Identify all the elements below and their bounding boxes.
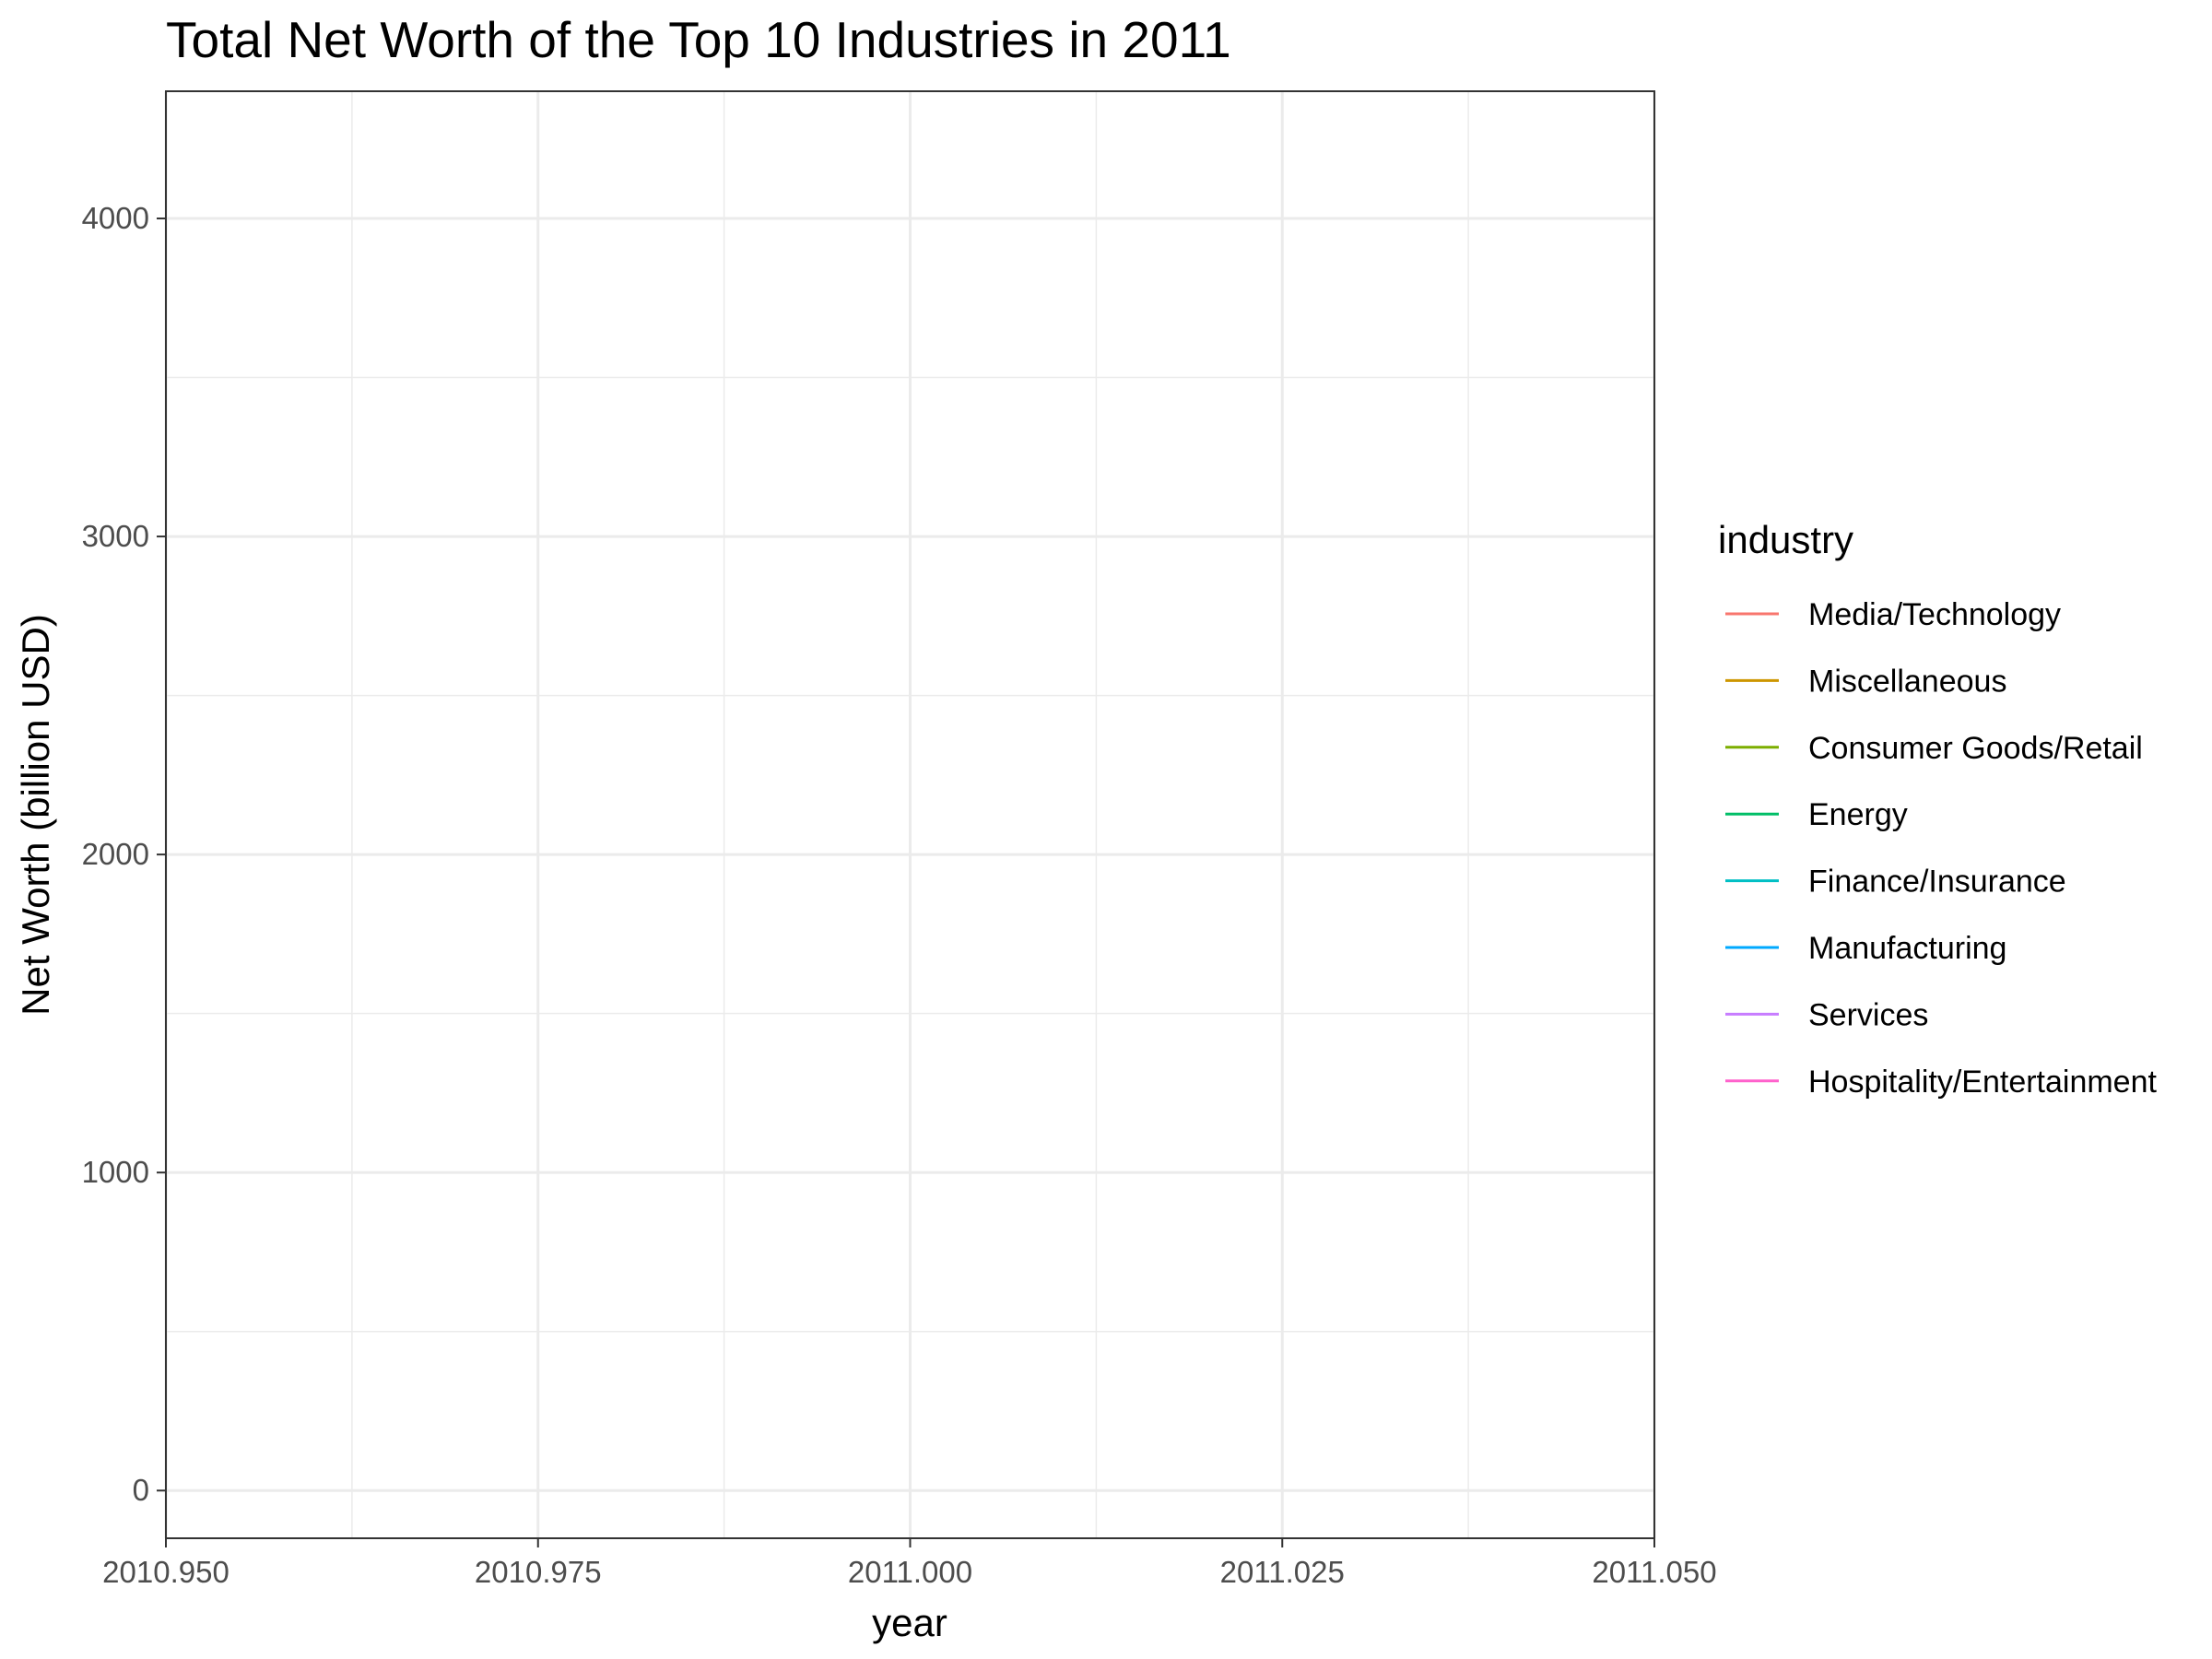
legend-item: Manufacturing	[1725, 931, 2006, 966]
legend-item: Media/Technology	[1725, 597, 2061, 632]
legend-item: Consumer Goods/Retail	[1725, 731, 2143, 766]
legend-label: Finance/Insurance	[1808, 865, 2066, 900]
legend-item: Miscellaneous	[1725, 664, 2006, 699]
legend-items: Media/Technology Miscellaneous Consumer Go…	[1725, 597, 2158, 1100]
legend-item: Services	[1725, 997, 1928, 1032]
y-tick-label: 3000	[82, 519, 149, 553]
legend: industry Media/Technology Miscellaneous Co…	[1718, 518, 2158, 1100]
x-tick-label: 2010.950	[102, 1555, 229, 1589]
y-axis: 0 1000 2000 3000 4000	[82, 201, 166, 1507]
y-tick-label: 1000	[82, 1155, 149, 1189]
legend-label: Manufacturing	[1808, 931, 2006, 966]
x-axis-title: year	[872, 1601, 947, 1644]
legend-item: Hospitality/Entertainment	[1725, 1065, 2158, 1100]
y-tick-label: 0	[133, 1473, 149, 1507]
legend-label: Services	[1808, 997, 1928, 1032]
chart-title: Total Net Worth of the Top 10 Industries…	[166, 11, 1231, 68]
x-axis: 2010.950 2010.975 2011.000 2011.025 2011.050	[102, 1538, 1717, 1589]
legend-label: Media/Technology	[1808, 597, 2061, 632]
x-tick-label: 2011.000	[848, 1555, 972, 1589]
y-axis-title: Net Worth (billion USD)	[14, 614, 57, 1016]
x-tick-label: 2011.050	[1592, 1555, 1716, 1589]
legend-label: Hospitality/Entertainment	[1808, 1065, 2158, 1100]
x-tick-label: 2011.025	[1220, 1555, 1345, 1589]
y-tick-label: 2000	[82, 837, 149, 871]
legend-label: Miscellaneous	[1808, 664, 2006, 699]
y-tick-label: 4000	[82, 201, 149, 235]
legend-item: Finance/Insurance	[1725, 865, 2066, 900]
legend-label: Energy	[1808, 797, 1908, 832]
grid-lines	[164, 91, 1656, 1538]
legend-title: industry	[1718, 518, 1853, 561]
x-tick-label: 2010.975	[475, 1555, 602, 1589]
legend-item: Energy	[1725, 797, 1908, 832]
legend-label: Consumer Goods/Retail	[1808, 731, 2143, 766]
